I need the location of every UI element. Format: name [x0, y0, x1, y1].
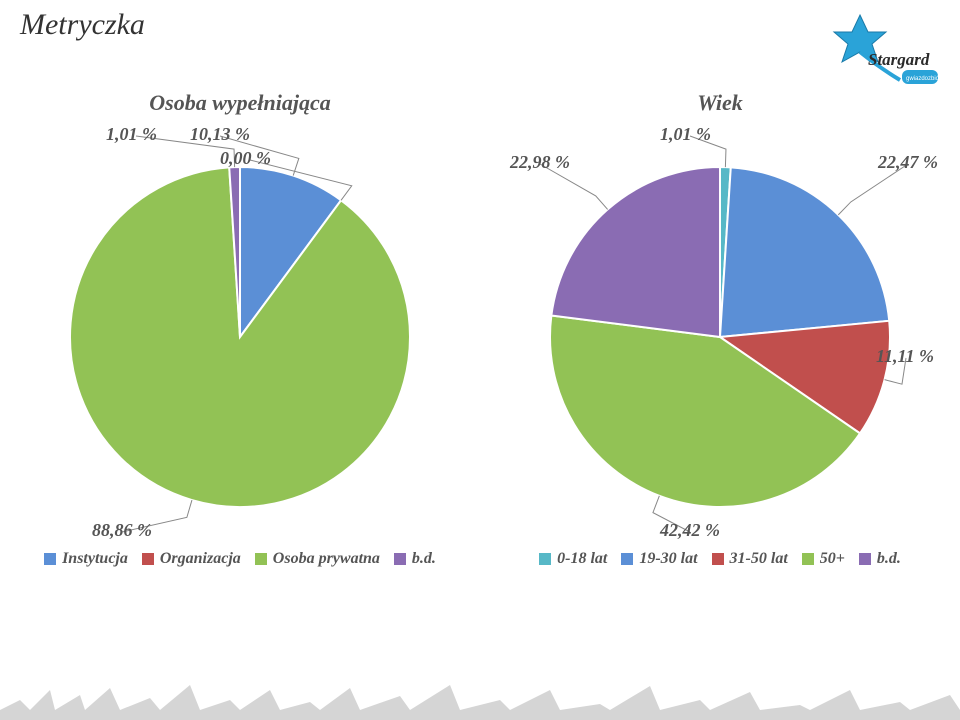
legend-swatch: [859, 553, 871, 565]
legend-swatch: [394, 553, 406, 565]
data-label: 88,86 %: [92, 520, 152, 541]
legend-item: b.d.: [394, 550, 436, 568]
legend-item: b.d.: [859, 550, 901, 568]
svg-text:Stargard: Stargard: [868, 50, 930, 69]
legend-item: Organizacja: [142, 550, 241, 568]
legend-right: 0-18 lat 19-30 lat 31-50 lat 50+ b.d.: [490, 550, 950, 568]
chart-title-right: Wiek: [490, 90, 950, 116]
legend-swatch: [539, 553, 551, 565]
data-label: 11,11 %: [876, 346, 934, 367]
legend-label: Osoba prywatna: [273, 550, 380, 568]
legend-label: b.d.: [412, 550, 436, 568]
chart-title-left: Osoba wypełniająca: [10, 90, 470, 116]
legend-item: 0-18 lat: [539, 550, 607, 568]
legend-label: b.d.: [877, 550, 901, 568]
svg-text:gwiazdozbiór: gwiazdozbiór: [906, 76, 940, 82]
legend-left: Instytucja Organizacja Osoba prywatna b.d.: [10, 550, 470, 568]
legend-swatch: [621, 553, 633, 565]
footer-skyline: [0, 660, 960, 720]
legend-swatch: [712, 553, 724, 565]
legend-item: 50+: [802, 550, 845, 568]
legend-label: 19-30 lat: [639, 550, 697, 568]
chart-wiek: Wiek 1,01 %22,98 %22,47 %11,11 %42,42 % …: [490, 90, 950, 650]
legend-label: Instytucja: [62, 550, 128, 568]
legend-swatch: [255, 553, 267, 565]
legend-label: 31-50 lat: [730, 550, 788, 568]
data-label: 22,98 %: [510, 152, 570, 173]
legend-label: Organizacja: [160, 550, 241, 568]
data-label: 42,42 %: [660, 520, 720, 541]
stargard-logo: Stargard gwiazdozbiór: [830, 10, 940, 100]
pie-slice: [551, 167, 720, 337]
page-title: Metryczka: [20, 8, 145, 42]
legend-item: Instytucja: [44, 550, 128, 568]
legend-swatch: [142, 553, 154, 565]
legend-swatch: [802, 553, 814, 565]
data-label: 10,13 %: [190, 124, 250, 145]
chart-osoba: Osoba wypełniająca 1,01 % 10,13 % 0,00 % 88…: [10, 90, 470, 650]
data-label: 1,01 %: [106, 124, 157, 145]
data-label: 1,01 %: [660, 124, 711, 145]
legend-label: 0-18 lat: [557, 550, 607, 568]
legend-label: 50+: [820, 550, 845, 568]
data-label: 0,00 %: [220, 148, 271, 169]
chart-area: Osoba wypełniająca 1,01 % 10,13 % 0,00 % 88…: [0, 90, 960, 650]
legend-swatch: [44, 553, 56, 565]
pie-left: 1,01 % 10,13 % 0,00 % 88,86 %: [10, 122, 470, 542]
legend-item: 19-30 lat: [621, 550, 697, 568]
legend-item: Osoba prywatna: [255, 550, 380, 568]
legend-item: 31-50 lat: [712, 550, 788, 568]
data-label: 22,47 %: [878, 152, 938, 173]
pie-right: 1,01 % 22,98 % 22,47 % 11,11 % 42,42 %: [490, 122, 950, 542]
